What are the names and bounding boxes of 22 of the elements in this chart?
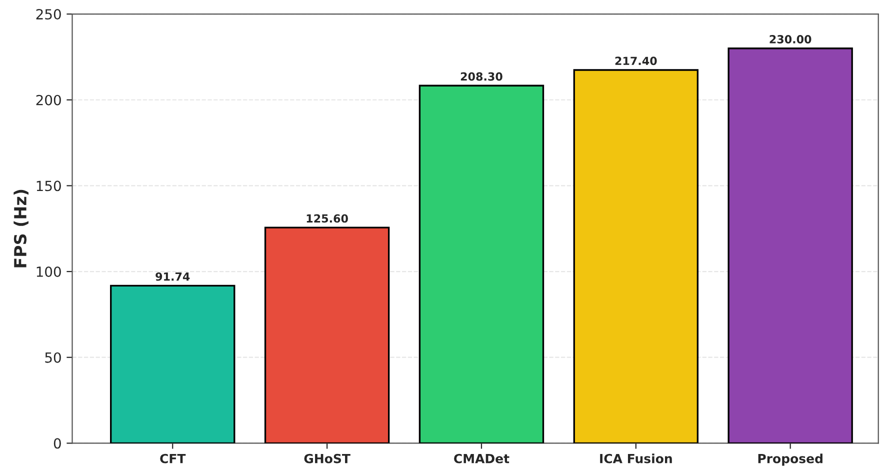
x-tick-label: CFT bbox=[160, 454, 186, 464]
bar bbox=[418, 84, 544, 444]
y-tick-label: 0 bbox=[54, 438, 61, 449]
data-label: 230.00 bbox=[770, 35, 812, 44]
data-label: 217.40 bbox=[615, 56, 657, 66]
bar bbox=[728, 48, 853, 444]
x-tick-label: Proposed bbox=[758, 454, 822, 466]
y-tick-label: 150 bbox=[36, 180, 61, 192]
bar bbox=[573, 69, 699, 444]
x-tick-label: GHoST bbox=[304, 454, 350, 464]
y-axis-title: FPS (Hz) bbox=[14, 190, 28, 268]
data-label: 91.74 bbox=[156, 272, 190, 281]
y-tick-label: 200 bbox=[36, 94, 61, 106]
data-label: 125.60 bbox=[306, 214, 348, 223]
bar bbox=[264, 226, 390, 444]
y-tick-label: 250 bbox=[36, 9, 61, 20]
x-tick-label: ICA Fusion bbox=[600, 454, 672, 464]
bar bbox=[110, 284, 236, 444]
data-label: 208.30 bbox=[460, 72, 502, 81]
x-tick-label: CMADet bbox=[454, 454, 510, 464]
y-tick-label: 50 bbox=[45, 352, 61, 363]
y-tick-label: 100 bbox=[36, 266, 61, 278]
